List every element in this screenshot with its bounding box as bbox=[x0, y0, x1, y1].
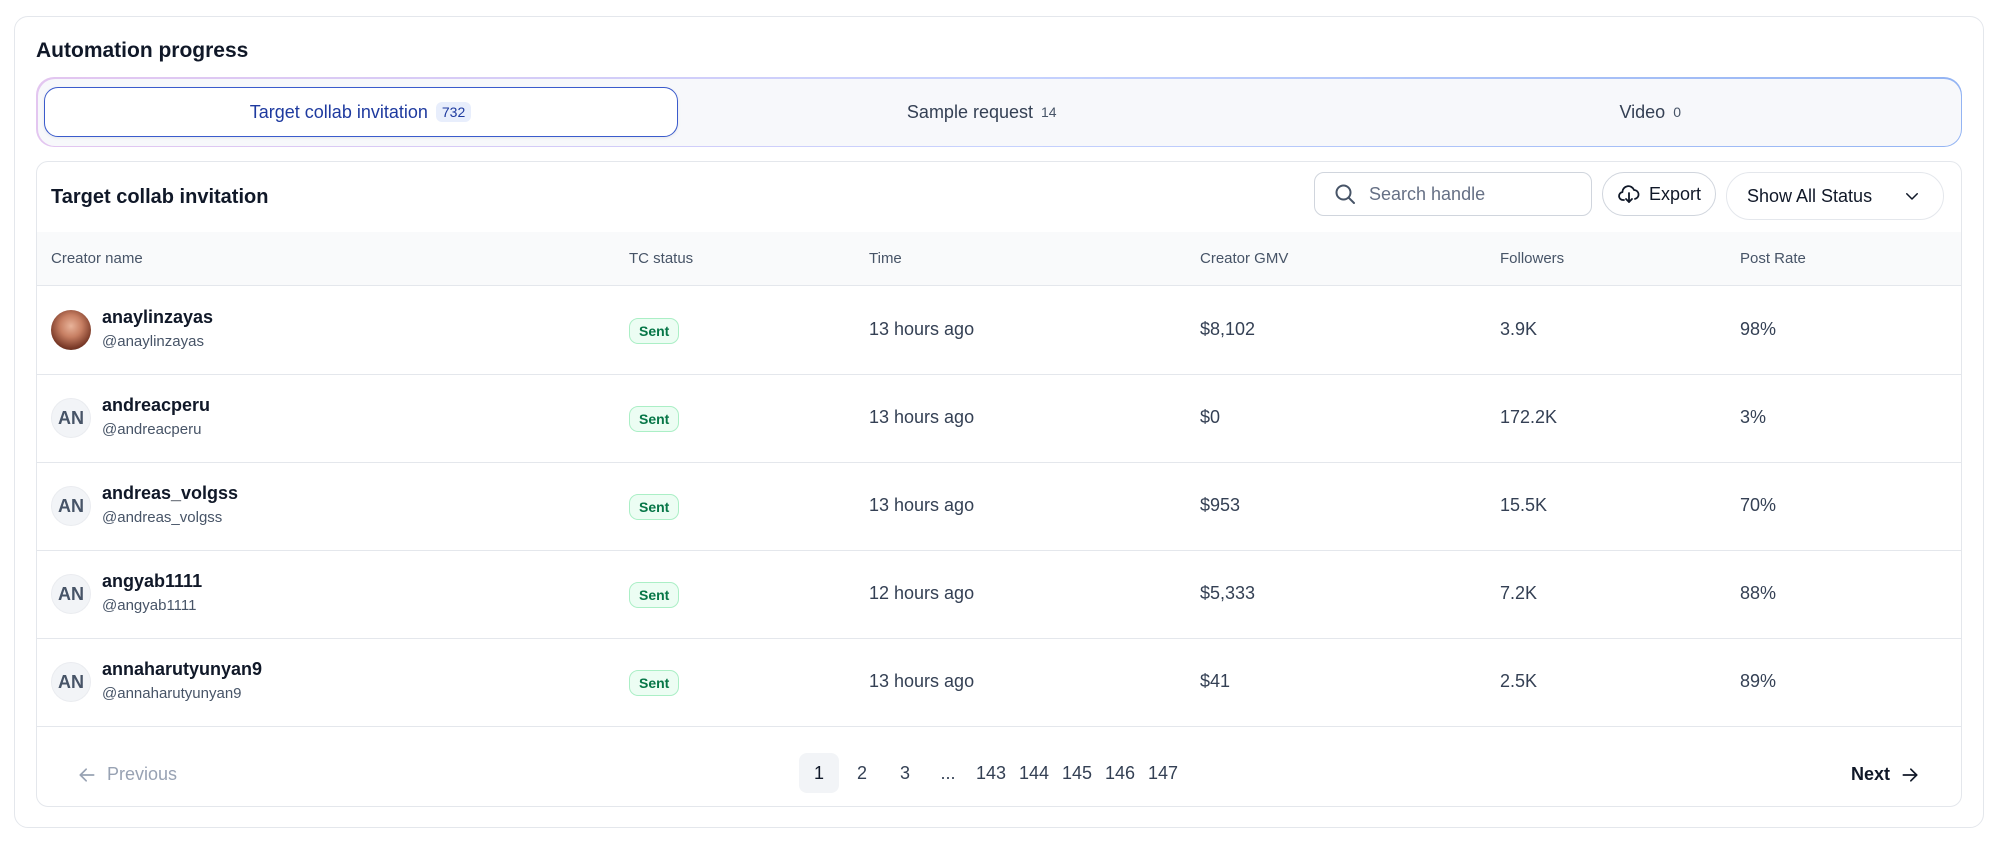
status-filter-select[interactable]: Show All Status bbox=[1726, 172, 1944, 220]
table-row[interactable]: AN angyab1111 @angyab1111 Sent 12 hours … bbox=[37, 551, 1961, 639]
pagination: Previous 1 2 3 ... 143 144 145 146 147 N… bbox=[37, 746, 1961, 806]
export-label: Export bbox=[1648, 183, 1702, 204]
avatar: AN bbox=[51, 574, 91, 614]
header-time: Time bbox=[869, 250, 902, 267]
card-title: Target collab invitation bbox=[51, 186, 269, 208]
page-ellipsis: ... bbox=[940, 762, 956, 783]
table-row[interactable]: AN andreas_volgss @andreas_volgss Sent 1… bbox=[37, 463, 1961, 551]
status-badge: Sent bbox=[629, 406, 680, 432]
followers-cell: 3.9K bbox=[1500, 319, 1538, 339]
creator-name: andreacperu bbox=[102, 395, 211, 415]
tab-label: Video bbox=[1619, 101, 1666, 122]
tab-label: Sample request bbox=[906, 101, 1033, 122]
next-label: Next bbox=[1851, 764, 1891, 784]
status-filter-value: Show All Status bbox=[1747, 185, 1873, 206]
creator-name: angyab1111 bbox=[102, 571, 203, 591]
gmv-cell: $5,333 bbox=[1200, 583, 1256, 603]
followers-cell: 2.5K bbox=[1500, 671, 1538, 691]
gmv-cell: $8,102 bbox=[1200, 319, 1256, 339]
creator-handle: @angyab1111 bbox=[102, 597, 197, 614]
arrow-left-icon bbox=[79, 767, 95, 782]
table-row[interactable]: AN annaharutyunyan9 @annaharutyunyan9 Se… bbox=[37, 639, 1961, 727]
arrow-right-icon bbox=[1902, 767, 1918, 782]
previous-label: Previous bbox=[107, 764, 178, 784]
avatar: AN bbox=[51, 662, 91, 702]
tab-sample-request[interactable]: Sample request 14 bbox=[678, 87, 1287, 137]
gmv-cell: $0 bbox=[1200, 407, 1221, 427]
header-post-rate: Post Rate bbox=[1740, 250, 1806, 267]
table-row[interactable]: AN andreacperu @andreacperu Sent 13 hour… bbox=[37, 375, 1961, 463]
search-icon bbox=[1335, 184, 1355, 204]
time-cell: 12 hours ago bbox=[869, 583, 975, 603]
time-cell: 13 hours ago bbox=[869, 671, 975, 691]
creator-name: andreas_volgss bbox=[102, 483, 239, 503]
export-button[interactable]: Export bbox=[1602, 172, 1716, 216]
table-header: Creator name TC status Time Creator GMV … bbox=[37, 232, 1961, 286]
tab-bar: Target collab invitation 732 Sample requ… bbox=[36, 77, 1962, 147]
creator-handle: @andreas_volgss bbox=[102, 509, 223, 526]
page-147[interactable]: 147 bbox=[1147, 762, 1179, 783]
creator-handle: @andreacperu bbox=[102, 421, 202, 438]
post-rate-cell: 70% bbox=[1740, 495, 1777, 515]
post-rate-cell: 88% bbox=[1740, 583, 1777, 603]
header-creator-gmv: Creator GMV bbox=[1200, 250, 1289, 267]
time-cell: 13 hours ago bbox=[869, 407, 975, 427]
page-numbers: 1 2 3 ... 143 144 145 146 147 bbox=[799, 753, 1186, 793]
avatar: AN bbox=[51, 486, 91, 526]
post-rate-cell: 3% bbox=[1740, 407, 1767, 427]
next-button[interactable]: Next bbox=[1851, 764, 1920, 785]
page-2[interactable]: 2 bbox=[856, 762, 867, 783]
page-146[interactable]: 146 bbox=[1104, 762, 1136, 783]
creator-name: annaharutyunyan9 bbox=[102, 659, 263, 679]
previous-button[interactable]: Previous bbox=[77, 764, 177, 785]
time-cell: 13 hours ago bbox=[869, 319, 975, 339]
avatar bbox=[51, 310, 91, 350]
followers-cell: 7.2K bbox=[1500, 583, 1538, 603]
post-rate-cell: 89% bbox=[1740, 671, 1777, 691]
time-cell: 13 hours ago bbox=[869, 495, 975, 515]
followers-cell: 172.2K bbox=[1500, 407, 1558, 427]
tab-count: 0 bbox=[1673, 104, 1681, 120]
page-143[interactable]: 143 bbox=[975, 762, 1007, 783]
header-tc-status: TC status bbox=[629, 250, 694, 267]
tab-target-collab-invitation[interactable]: Target collab invitation 732 bbox=[43, 87, 678, 137]
post-rate-cell: 98% bbox=[1740, 319, 1777, 339]
cloud-download-icon bbox=[1618, 185, 1640, 203]
page-144[interactable]: 144 bbox=[1018, 762, 1050, 783]
tab-count-badge: 732 bbox=[435, 102, 472, 122]
page-1[interactable]: 1 bbox=[799, 753, 839, 793]
creator-handle: @annaharutyunyan9 bbox=[102, 685, 242, 702]
search-box bbox=[1314, 172, 1592, 216]
tab-label: Target collab invitation bbox=[249, 101, 428, 122]
creator-table-card: Target collab invitation Export Show All… bbox=[36, 161, 1962, 807]
status-badge: Sent bbox=[629, 494, 680, 520]
gmv-cell: $41 bbox=[1200, 671, 1231, 691]
status-badge: Sent bbox=[629, 670, 680, 696]
chevron-down-icon bbox=[1906, 193, 1918, 200]
automation-progress-panel: Automation progress Target collab invita… bbox=[14, 16, 1984, 828]
avatar: AN bbox=[51, 398, 91, 438]
table-row[interactable]: anaylinzayas @anaylinzayas Sent 13 hours… bbox=[37, 287, 1961, 375]
status-badge: Sent bbox=[629, 582, 680, 608]
header-followers: Followers bbox=[1500, 250, 1565, 267]
creator-handle: @anaylinzayas bbox=[102, 333, 204, 350]
page-3[interactable]: 3 bbox=[899, 762, 910, 783]
gmv-cell: $953 bbox=[1200, 495, 1241, 515]
followers-cell: 15.5K bbox=[1500, 495, 1548, 515]
search-input[interactable] bbox=[1369, 183, 1579, 205]
header-creator-name: Creator name bbox=[51, 250, 143, 267]
status-badge: Sent bbox=[629, 318, 680, 344]
creator-name: anaylinzayas bbox=[102, 307, 214, 327]
page-title: Automation progress bbox=[36, 39, 249, 62]
tab-count: 14 bbox=[1041, 104, 1057, 120]
tab-video[interactable]: Video 0 bbox=[1346, 87, 1955, 137]
page-145[interactable]: 145 bbox=[1061, 762, 1093, 783]
